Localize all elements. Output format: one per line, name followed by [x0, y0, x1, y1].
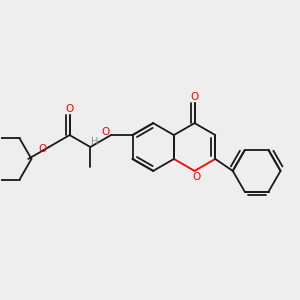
- Text: O: O: [190, 92, 199, 102]
- Text: H: H: [91, 136, 98, 147]
- Text: O: O: [65, 104, 74, 114]
- Text: O: O: [101, 127, 110, 137]
- Text: O: O: [192, 172, 200, 182]
- Text: O: O: [39, 144, 47, 154]
